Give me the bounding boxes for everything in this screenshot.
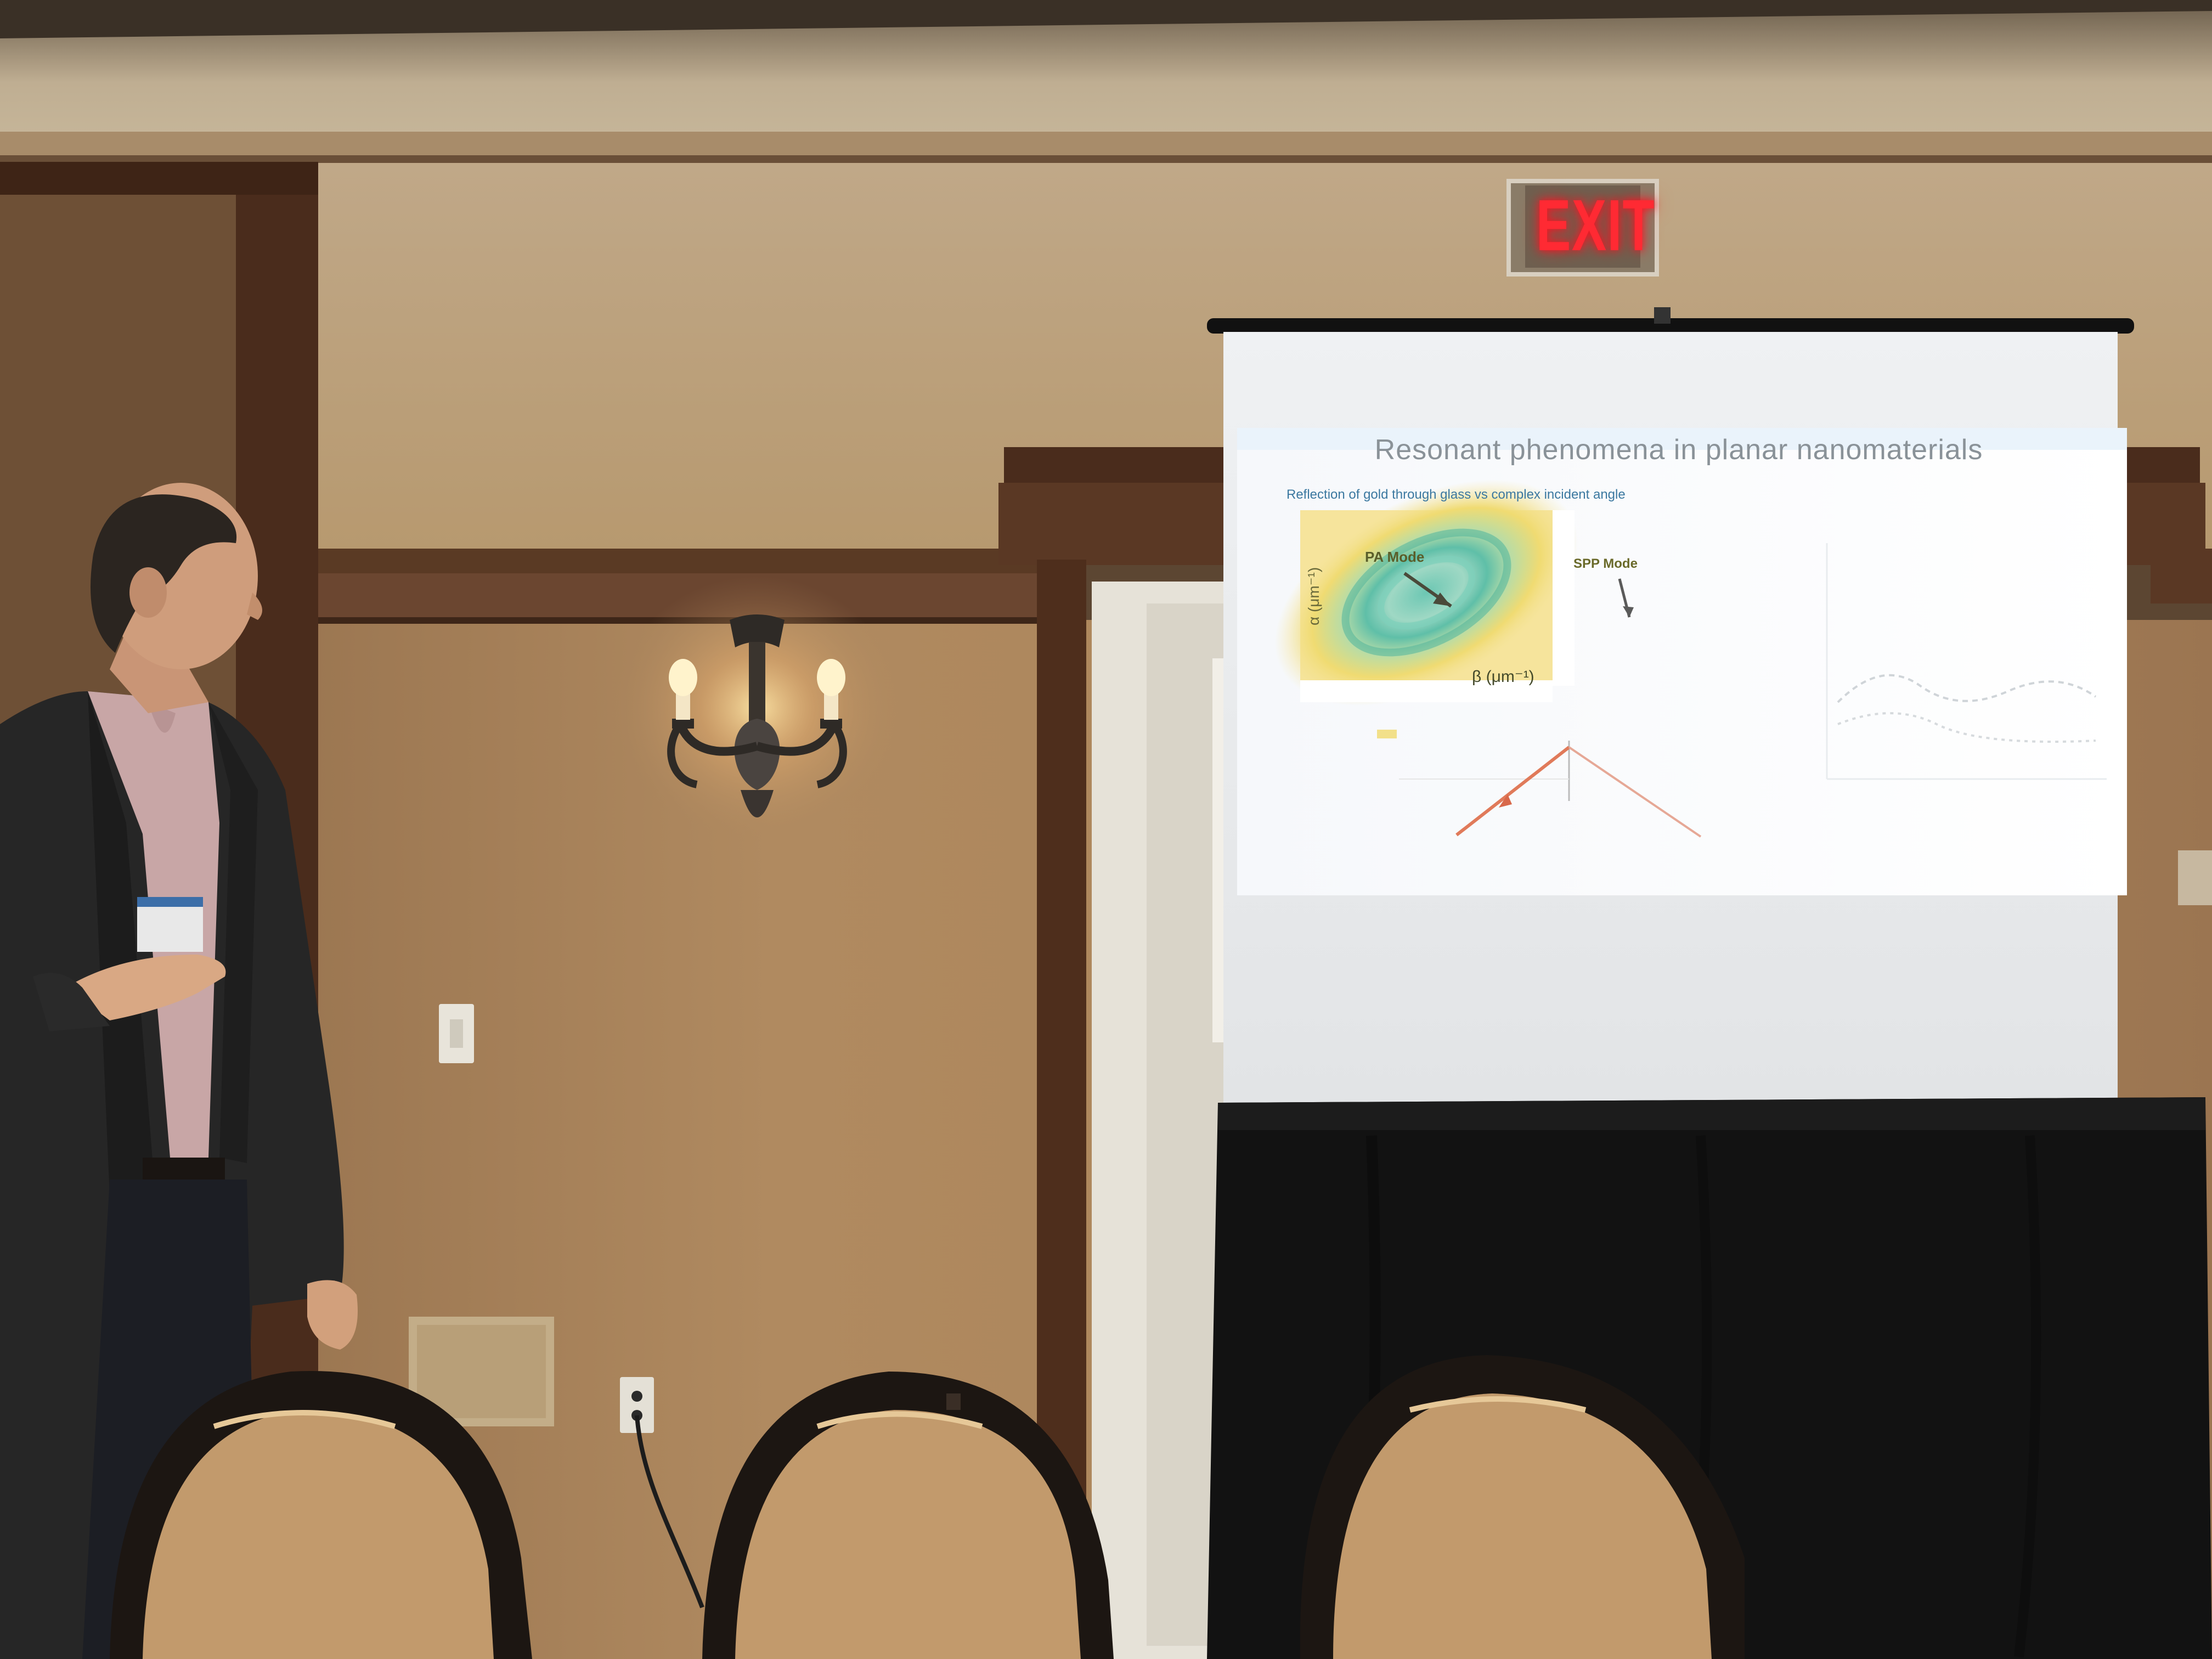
exit-sign-box	[1506, 179, 1659, 276]
chair-row	[110, 1355, 1745, 1659]
pa-mode-label: PA Mode	[1365, 549, 1425, 565]
alpha-axis-label: α (μm⁻¹)	[1305, 567, 1322, 625]
wall-sconce	[667, 614, 847, 817]
exit-sign: EXIT	[1536, 185, 1656, 266]
beta-axis-label: β (μm⁻¹)	[1472, 668, 1534, 686]
spp-mode-label: SPP Mode	[1573, 556, 1638, 571]
slide-subtitle: Reflection of gold through glass vs comp…	[1286, 487, 1626, 502]
slide-title: Resonant phenomena in planar nanomateria…	[1374, 434, 1983, 466]
presenter	[0, 483, 358, 1659]
projection-screen	[1207, 307, 2134, 1108]
